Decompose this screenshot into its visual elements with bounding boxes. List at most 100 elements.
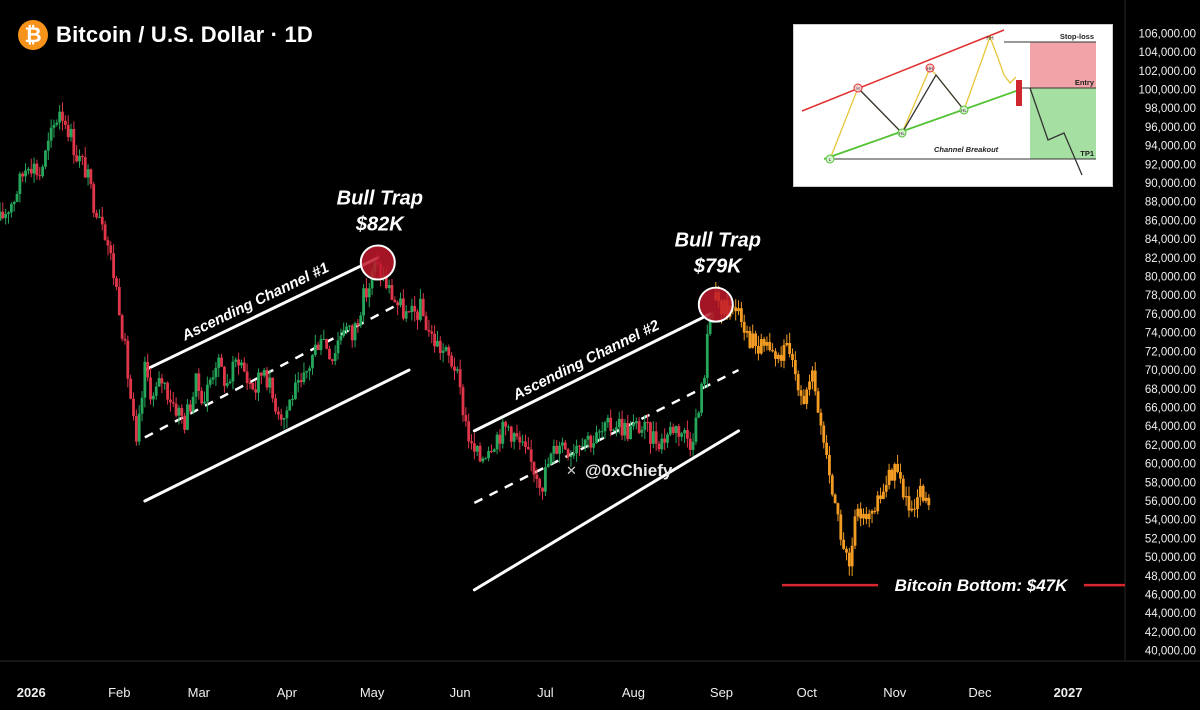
candle-body [336,340,340,354]
candle-body [24,170,27,177]
candle-body [697,412,701,418]
candle-body [828,454,831,476]
candle-body [146,361,150,378]
y-tick-label: 90,000.00 [1145,178,1196,190]
candle-body [629,426,632,440]
candle-body [677,426,681,437]
x-tick-label: 2026 [17,685,46,700]
candle-body [632,423,635,427]
candle-body [322,338,326,340]
candle-body [237,359,241,366]
y-tick-label: 78,000.00 [1145,290,1196,302]
x-tick-label: Feb [108,685,130,700]
inset-hl-label-2: HL [961,108,967,113]
candle-body [29,168,33,174]
candle-body [546,463,550,468]
candle-body [362,288,365,316]
bull-trap-circle-1 [359,244,396,281]
candle-body [169,399,172,403]
bull-trap-title-2: Bull Trap [675,230,761,252]
inset-l-label: L [829,157,832,162]
candle-body [779,354,783,361]
candle-body [140,397,144,414]
candle-body [893,464,897,481]
candle-body [521,441,525,443]
candle-body [217,357,221,368]
candle-body [347,325,351,327]
y-tick-label: 44,000.00 [1145,608,1196,620]
inset-hh-label-1: HH [927,66,934,71]
candle-body [467,421,471,442]
candle-body [597,431,601,433]
y-tick-label: 80,000.00 [1145,272,1196,284]
channel-1-lower-line [143,368,411,503]
y-tick-label: 106,000.00 [1138,28,1196,40]
candle-body [808,381,811,390]
candle-body [524,441,527,447]
x-tick-label: Dec [968,685,992,700]
candle-body [705,334,709,379]
stop-loss-zone [1030,42,1096,89]
candle-body [183,415,187,430]
candle-body [694,417,698,442]
candle-body [208,379,212,385]
candle-body [393,299,397,303]
candle-body [845,548,848,553]
candle-body [870,510,874,514]
candle-body [350,325,354,341]
candle-body [330,359,334,362]
candle-body [285,410,289,419]
candle-body [200,390,204,404]
candle-body [311,355,314,369]
channel-2-label: Ascending Channel #2 [510,317,663,404]
candle-body [223,366,226,386]
inset-hh-label-2: HH [986,36,994,42]
candle-body [211,377,215,380]
channel-2-upper-line [472,312,712,433]
candle-body [458,369,462,388]
candle-body [245,371,249,383]
candle-body [163,382,167,384]
bottom-label: Bitcoin Bottom: $47K [895,576,1070,595]
y-tick-label: 92,000.00 [1145,159,1196,171]
candle-body [112,253,116,279]
candle-body [793,359,797,375]
candle-body [126,340,130,379]
candle-body [515,433,519,437]
candle-body [325,338,329,349]
candle-body [637,421,641,433]
candle-body [83,157,87,178]
candle-body [904,496,908,498]
candle-body [18,173,22,194]
candle-body [529,449,533,462]
candle-body [160,378,164,384]
candle-body [600,431,604,433]
candle-body [657,443,661,450]
candle-body [1,211,5,219]
candle-body [651,431,655,444]
candle-body [569,455,573,457]
candle-body [109,245,113,254]
candle-body [262,369,266,376]
y-tick-label: 96,000.00 [1145,122,1196,134]
candle-body [453,366,456,371]
candle-body [106,240,110,246]
bull-trap-title-1: Bull Trap [337,188,423,210]
inset-marker-hl-2 [959,105,969,115]
candle-body [387,285,391,289]
candle-body [509,426,513,442]
candle-body [810,370,814,382]
candle-body [737,308,740,312]
candle-body [276,411,280,415]
candle-body [308,368,312,371]
candle-body [487,451,490,459]
candle-body [89,169,93,185]
candle-body [384,274,388,289]
candle-body [203,401,206,404]
candle-body [339,335,343,341]
candle-body [759,339,763,354]
candle-body [370,271,374,289]
candle-body [328,348,331,360]
x-tick-label: Jun [450,685,471,700]
candle-body [612,429,615,431]
